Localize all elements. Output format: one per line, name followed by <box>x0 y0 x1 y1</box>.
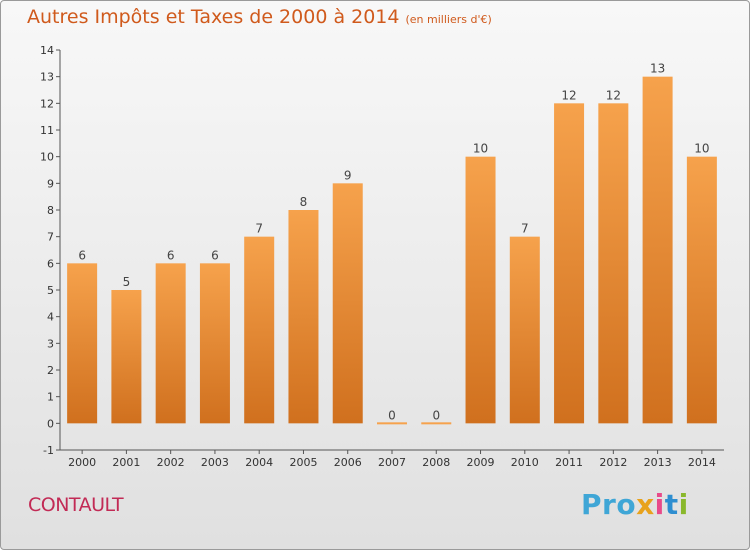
x-tick-label: 2006 <box>334 456 362 469</box>
y-tick-label: 8 <box>47 204 54 217</box>
y-tick-label: 14 <box>40 44 54 57</box>
bar <box>421 422 452 425</box>
y-tick-label: -1 <box>43 444 54 457</box>
bar <box>377 422 407 425</box>
x-tick-label: 2009 <box>467 456 495 469</box>
bar <box>509 236 540 424</box>
x-tick-label: 2002 <box>157 456 185 469</box>
data-label: 12 <box>606 88 621 102</box>
x-tick-label: 2010 <box>511 456 539 469</box>
logo-part: x <box>636 488 655 521</box>
bars <box>67 76 717 425</box>
logo-part: t <box>664 488 679 521</box>
y-tick-label: 0 <box>47 417 54 430</box>
bar <box>288 210 319 424</box>
data-label: 7 <box>521 222 529 236</box>
commune-name: CONTAULT <box>28 494 124 516</box>
y-tick-label: 10 <box>40 151 54 164</box>
y-tick-label: 2 <box>47 364 54 377</box>
data-label: 10 <box>473 142 488 156</box>
x-tick-label: 2008 <box>422 456 450 469</box>
y-tick-label: 1 <box>47 391 54 404</box>
x-tick-label: 2014 <box>688 456 716 469</box>
bar <box>155 263 186 424</box>
data-label: 6 <box>167 248 175 262</box>
bar <box>554 103 585 424</box>
x-tick-label: 2004 <box>245 456 273 469</box>
data-label: 10 <box>694 142 709 156</box>
x-tick-label: 2003 <box>201 456 229 469</box>
proxiti-logo: Proxiti <box>581 488 689 521</box>
y-tick-label: 13 <box>40 71 54 84</box>
bar <box>686 156 717 424</box>
logo-part: i <box>678 488 689 521</box>
x-tick-label: 2012 <box>599 456 627 469</box>
logo-part: Pro <box>581 488 637 521</box>
data-label: 12 <box>561 88 576 102</box>
data-label: 6 <box>78 248 86 262</box>
data-label: 7 <box>255 222 263 236</box>
y-tick-label: 4 <box>47 311 54 324</box>
data-label: 0 <box>432 408 440 422</box>
bar <box>111 290 142 424</box>
y-tick-label: 3 <box>47 337 54 350</box>
data-labels: 6 5 6 6 7 8 9 0 0 10 7 12 12 13 10 <box>78 62 709 423</box>
data-label: 5 <box>123 275 131 289</box>
bar <box>642 76 673 424</box>
x-tick-label: 2011 <box>555 456 583 469</box>
x-tick-label: 2001 <box>112 456 140 469</box>
data-label: 13 <box>650 62 665 76</box>
bar <box>244 236 275 424</box>
y-tick-label: 7 <box>47 231 54 244</box>
data-label: 8 <box>300 195 308 209</box>
data-label: 0 <box>388 408 396 422</box>
bar <box>67 263 98 424</box>
y-tick-label: 11 <box>40 124 54 137</box>
chart-title-text: Autres Impôts et Taxes de 2000 à 2014 <box>27 6 400 28</box>
chart-title-unit: (en milliers d'€) <box>405 13 492 26</box>
data-label: 6 <box>211 248 219 262</box>
bar <box>199 263 230 424</box>
bar <box>465 156 496 424</box>
x-tick-label: 2007 <box>378 456 406 469</box>
data-label: 9 <box>344 168 352 182</box>
chart-title: Autres Impôts et Taxes de 2000 à 2014 (en… <box>27 6 492 28</box>
y-tick-label: 6 <box>47 257 54 270</box>
y-tick-label: 12 <box>40 97 54 110</box>
logo-part: i <box>654 488 665 521</box>
y-tick-label: 5 <box>47 284 54 297</box>
bar <box>598 103 629 424</box>
x-tick-label: 2005 <box>289 456 317 469</box>
x-tick-label: 2013 <box>644 456 672 469</box>
bar <box>332 183 363 424</box>
x-tick-label: 2000 <box>68 456 96 469</box>
y-tick-label: 9 <box>47 177 54 190</box>
